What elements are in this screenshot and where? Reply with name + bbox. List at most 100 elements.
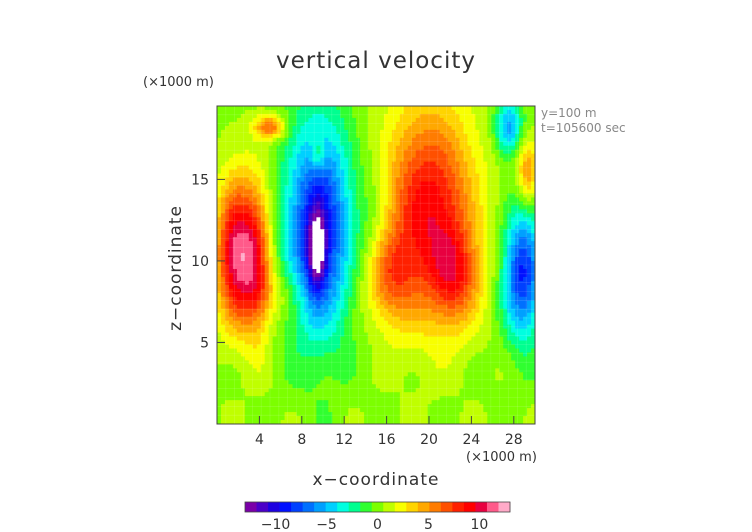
field-cell [531,328,535,334]
field-cell [463,328,469,334]
field-cell [411,181,417,187]
field-cell [256,352,262,358]
field-cell [232,296,238,302]
field-cell [244,237,250,242]
field-cell [423,257,429,262]
field-cell [531,340,535,346]
field-cell [308,352,314,358]
field-cell [292,106,298,111]
field-cell [503,153,508,159]
field-cell [228,157,234,163]
field-cell [288,221,294,226]
field-cell [507,157,512,163]
field-cell [280,106,286,111]
field-cell [399,169,405,175]
field-cell [232,149,238,155]
field-cell [300,169,306,175]
field-cell [399,328,405,334]
field-cell [356,141,361,147]
field-cell [288,241,294,246]
field-cell [407,276,413,282]
field-cell [352,348,357,354]
field-cell [300,181,306,187]
field-cell [360,253,365,258]
field-cell [487,193,492,199]
field-cell [419,106,425,111]
field-cell [507,336,512,342]
field-cell [431,237,437,242]
field-cell [447,280,453,286]
field-cell [447,205,453,210]
field-cell [360,149,365,155]
field-cell [324,253,329,258]
field-cell [411,296,417,302]
field-cell [352,193,357,199]
field-cell [260,205,266,210]
field-cell [395,133,401,139]
field-cell [499,217,504,222]
field-cell [332,157,337,163]
field-cell [467,133,473,139]
field-cell [503,304,508,310]
field-cell [423,288,429,294]
field-cell [395,149,401,155]
field-cell [320,344,325,350]
field-cell [403,201,409,206]
field-cell [320,261,325,266]
field-cell [296,268,302,274]
field-cell [487,165,492,171]
field-cell [292,161,298,167]
field-cell [423,300,429,306]
field-cell [252,288,258,294]
field-cell [411,292,417,298]
field-cell [503,225,508,230]
field-cell [372,249,377,254]
field-cell [443,241,449,246]
field-cell [340,265,345,270]
field-cell [403,129,409,135]
field-cell [387,161,393,167]
field-cell [252,106,258,111]
field-cell [531,292,535,298]
field-cell [383,157,389,163]
field-cell [511,149,516,155]
field-cell [344,149,349,155]
field-cell [244,352,250,358]
field-cell [415,324,421,330]
field-cell [391,225,397,230]
field-cell [352,237,357,242]
field-cell [364,109,369,115]
field-cell [296,296,302,302]
field-cell [443,197,449,203]
field-cell [320,193,325,199]
field-cell [459,324,465,330]
field-cell [443,157,449,163]
field-cell [352,161,357,167]
field-cell [352,109,357,115]
field-cell [256,312,262,318]
field-cell [479,344,484,350]
field-cell [252,233,258,238]
field-cell [475,249,480,254]
field-cell [372,304,377,310]
field-cell [276,300,282,306]
field-cell [503,348,508,354]
field-cell [224,272,230,278]
field-cell [376,272,381,278]
field-cell [272,332,278,338]
field-cell [332,181,337,187]
field-cell [483,320,488,326]
field-cell [435,141,441,147]
field-cell [419,173,425,179]
field-cell [395,225,401,230]
field-cell [435,213,441,218]
field-cell [463,197,469,203]
field-cell [296,241,302,246]
field-cell [427,193,433,199]
field-cell [415,161,421,167]
field-cell [471,336,476,342]
field-cell [419,253,425,258]
field-cell [379,201,385,206]
field-cell [324,173,329,179]
field-cell [328,169,333,175]
